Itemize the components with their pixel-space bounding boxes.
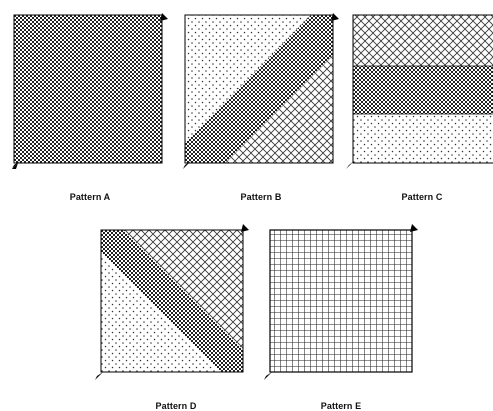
pattern-d-square (95, 224, 249, 380)
caption-pattern-d: Pattern D (155, 401, 197, 411)
pattern-a-panel (12, 13, 168, 169)
pattern-b-checker-band (185, 15, 333, 163)
pattern-e-panel (262, 222, 420, 380)
corner-arrow-bottom-left (183, 161, 191, 169)
caption-pattern-b: Pattern B (240, 192, 282, 202)
pattern-a-square (12, 13, 168, 169)
caption-pattern-a: Pattern A (69, 192, 111, 202)
caption-pattern-c: Pattern C (401, 192, 443, 202)
corner-arrow-top-right (331, 13, 339, 21)
pattern-b-square (183, 13, 339, 169)
corner-arrow-top-right (410, 224, 418, 232)
pattern-c-crosshatch-region (353, 15, 493, 66)
corner-arrow-bottom-left (264, 372, 272, 380)
caption-pattern-e: Pattern E (320, 401, 362, 411)
pattern-c-dots-region (353, 114, 493, 163)
pattern-b-panel (183, 13, 339, 169)
pattern-c-panel (345, 13, 493, 169)
pattern-d-checker-band (101, 230, 243, 372)
pattern-e-square (264, 224, 418, 380)
pattern-c-checker-band (353, 66, 493, 114)
pattern-d-panel (93, 222, 251, 380)
pattern-d-dots-region (101, 252, 221, 372)
pattern-d-crosshatch-region (123, 230, 243, 350)
corner-arrow-bottom-left (95, 372, 103, 380)
corner-arrow-top-right (241, 224, 249, 232)
corner-arrow-top-right (160, 13, 168, 21)
corner-arrow-bottom-left (346, 161, 354, 169)
pattern-c-square (346, 14, 493, 169)
pattern-b-crosshatch-region (225, 55, 333, 163)
